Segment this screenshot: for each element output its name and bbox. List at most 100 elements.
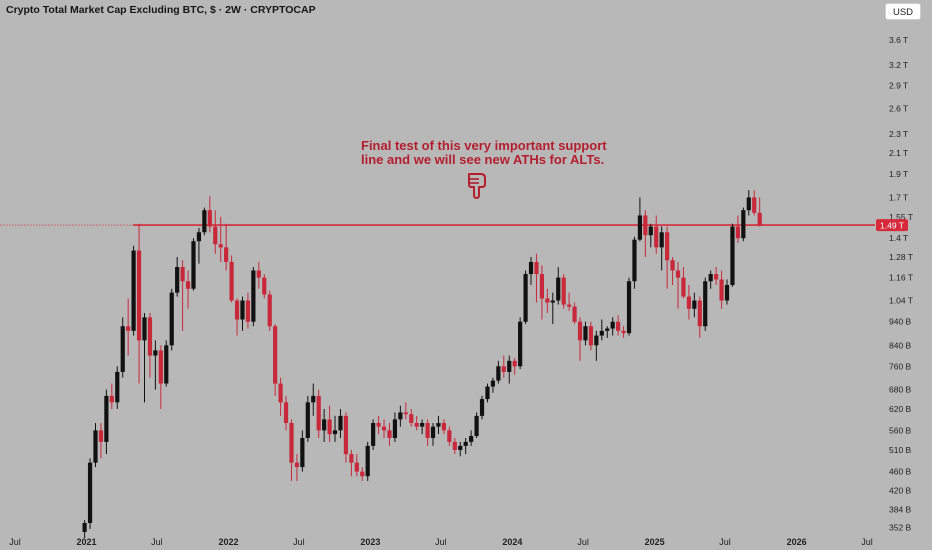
candle[interactable] (719, 270, 724, 309)
candle[interactable] (147, 312, 153, 378)
candle[interactable] (392, 412, 398, 442)
candle[interactable] (724, 279, 730, 305)
candle[interactable] (714, 267, 719, 285)
candle[interactable] (82, 520, 87, 539)
candle[interactable] (556, 267, 561, 305)
candle[interactable] (572, 302, 577, 324)
candle[interactable] (251, 267, 256, 327)
candle[interactable] (365, 441, 370, 481)
candle[interactable] (191, 238, 196, 291)
candle[interactable] (545, 288, 550, 313)
candle[interactable] (371, 419, 376, 450)
candle[interactable] (87, 458, 93, 529)
candle[interactable] (550, 292, 555, 324)
candle[interactable] (180, 260, 185, 331)
candle[interactable] (136, 223, 142, 384)
candle[interactable] (659, 226, 664, 271)
candle[interactable] (98, 422, 104, 459)
candle[interactable] (311, 383, 316, 416)
candle[interactable] (692, 292, 697, 318)
candle[interactable] (654, 215, 659, 254)
candle[interactable] (240, 296, 245, 331)
candle[interactable] (354, 454, 359, 477)
candle[interactable] (485, 383, 490, 403)
candles-layer[interactable] (82, 190, 762, 539)
candle[interactable] (752, 190, 757, 216)
candle[interactable] (708, 270, 713, 289)
candle[interactable] (539, 265, 545, 320)
candle[interactable] (126, 298, 131, 356)
candle[interactable] (512, 358, 517, 375)
candle[interactable] (273, 323, 278, 396)
candle[interactable] (599, 319, 604, 341)
candle[interactable] (164, 340, 169, 387)
candle[interactable] (735, 215, 740, 243)
candle[interactable] (594, 330, 599, 361)
candle[interactable] (115, 366, 120, 410)
candle[interactable] (120, 317, 125, 378)
candle[interactable] (637, 197, 643, 242)
candle[interactable] (414, 415, 419, 431)
candle[interactable] (305, 395, 310, 442)
candle[interactable] (256, 261, 261, 289)
candle[interactable] (681, 267, 686, 299)
candle[interactable] (360, 467, 365, 481)
candle[interactable] (479, 395, 485, 420)
candle[interactable] (577, 317, 583, 361)
candle[interactable] (675, 261, 681, 309)
candle[interactable] (349, 449, 354, 477)
candle[interactable] (665, 226, 670, 289)
candle[interactable] (420, 419, 425, 435)
candle[interactable] (561, 274, 566, 309)
candle[interactable] (447, 426, 452, 446)
candle[interactable] (648, 223, 653, 248)
candle[interactable] (616, 315, 621, 336)
candle[interactable] (158, 345, 163, 410)
candle[interactable] (425, 419, 430, 446)
candle[interactable] (501, 355, 506, 378)
candle[interactable] (93, 422, 98, 468)
candle[interactable] (207, 196, 212, 233)
candle[interactable] (196, 227, 202, 264)
candle[interactable] (452, 437, 457, 455)
candle[interactable] (262, 274, 267, 299)
candle[interactable] (610, 317, 615, 336)
candle[interactable] (757, 197, 762, 227)
candle[interactable] (490, 377, 496, 393)
candle[interactable] (463, 437, 468, 455)
candle[interactable] (528, 256, 534, 285)
candle[interactable] (234, 298, 240, 336)
candle[interactable] (300, 430, 305, 472)
candle[interactable] (496, 360, 501, 384)
candle[interactable] (670, 256, 675, 285)
candle[interactable] (202, 207, 207, 236)
candle[interactable] (224, 223, 229, 271)
candle[interactable] (746, 190, 751, 216)
candle[interactable] (245, 292, 251, 329)
candle[interactable] (409, 409, 414, 427)
candle[interactable] (621, 326, 626, 338)
candle[interactable] (283, 395, 289, 431)
candle[interactable] (278, 377, 283, 416)
candle[interactable] (518, 317, 523, 370)
candle[interactable] (523, 270, 528, 324)
candle[interactable] (109, 383, 114, 410)
candle[interactable] (632, 236, 637, 289)
candle[interactable] (474, 412, 479, 438)
candle[interactable] (469, 430, 474, 446)
candle[interactable] (175, 256, 180, 297)
candle[interactable] (343, 412, 349, 463)
candle[interactable] (327, 405, 332, 442)
candle[interactable] (741, 207, 746, 242)
candle[interactable] (104, 389, 109, 455)
candle[interactable] (131, 245, 136, 336)
candle[interactable] (218, 216, 223, 262)
candle[interactable] (703, 277, 708, 331)
candle[interactable] (229, 255, 234, 303)
candle[interactable] (289, 419, 294, 481)
candle[interactable] (387, 422, 392, 446)
candle[interactable] (534, 253, 539, 303)
candle[interactable] (332, 415, 338, 442)
candle[interactable] (322, 409, 327, 442)
